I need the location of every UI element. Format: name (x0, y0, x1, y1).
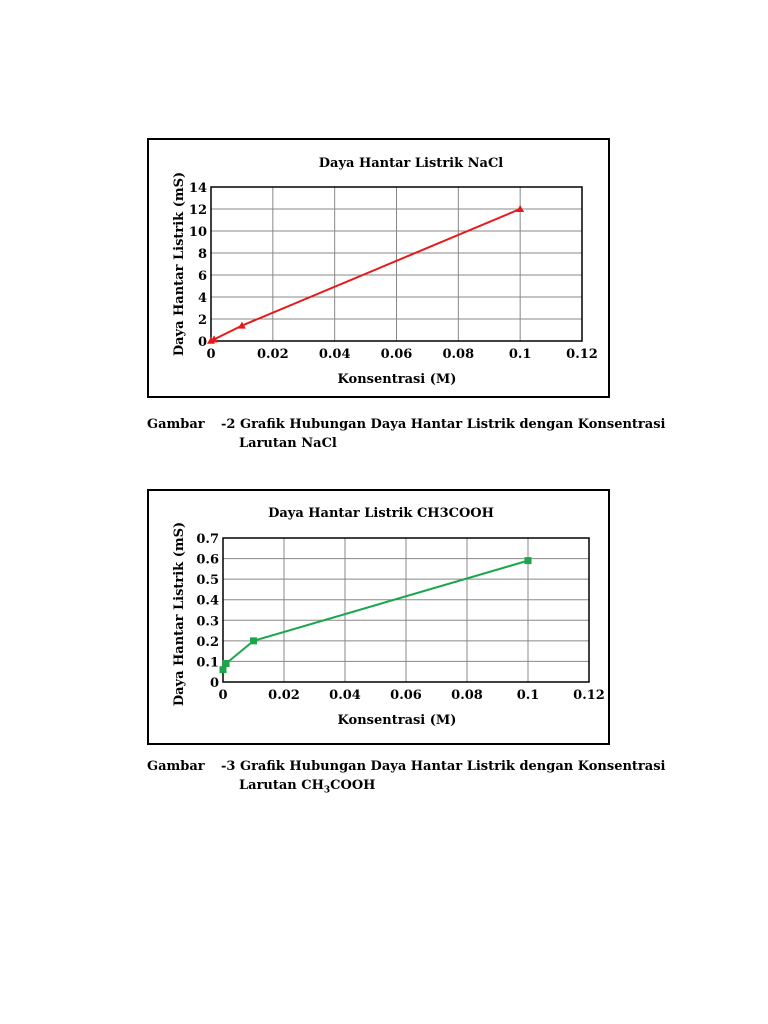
data-point (219, 666, 227, 674)
chart-title: Daya Hantar Listrik CH3COOH (268, 506, 494, 521)
x-tick-label: 0 (218, 688, 227, 703)
y-tick-label: 2 (198, 313, 207, 328)
y-tick-label: 4 (198, 291, 207, 306)
x-tick-label: 0.12 (566, 347, 598, 362)
y-axis-label: Daya Hantar Listrik (mS) (172, 172, 187, 356)
chart-title: Daya Hantar Listrik NaCl (319, 156, 504, 171)
ch3cooh-chart: Daya Hantar Listrik CH3COOH Konsentrasi … (172, 506, 605, 728)
x-tick-label: 0 (206, 347, 215, 362)
caption-text-line2: Larutan NaCl (239, 436, 337, 451)
ch3cooh-chart-frame: Daya Hantar Listrik CH3COOH Konsentrasi … (147, 489, 610, 745)
x-tick-label: 0.04 (319, 347, 351, 362)
y-tick-label: 0 (210, 676, 219, 691)
figure-caption-2: Gambar -2 Grafik Hubungan Daya Hantar Lis… (147, 415, 665, 453)
figure-caption-3: Gambar -3 Grafik Hubungan Daya Hantar Lis… (147, 757, 665, 801)
y-tick-label: 10 (189, 225, 207, 240)
plot-border (222, 537, 590, 683)
y-tick-label: 0 (198, 335, 207, 350)
y-tick-label: 12 (189, 203, 207, 218)
y-tick-label: 14 (189, 181, 207, 196)
x-tick-label: 0.02 (257, 347, 289, 362)
plot-area: 0 2 4 6 8 10 12 14 0 0.02 0.04 0.06 0.08 0.1 0.12 (189, 181, 598, 362)
x-tick-label: 0.02 (268, 688, 300, 703)
y-tick-label: 8 (198, 247, 207, 262)
y-tick-label: 0.4 (196, 594, 219, 609)
y-tick-label: 6 (198, 269, 207, 284)
subscript: 3 (323, 785, 331, 796)
y-axis-label: Daya Hantar Listrik (mS) (172, 522, 187, 706)
nacl-chart: Daya Hantar Listrik NaCl Konsentrasi (M)… (172, 156, 598, 387)
caption-text: Grafik Hubungan Daya Hantar Listrik deng… (239, 417, 666, 432)
nacl-chart-frame: Daya Hantar Listrik NaCl Konsentrasi (M)… (147, 138, 610, 398)
x-tick-label: 0.06 (390, 688, 422, 703)
y-tick-label: 0.1 (196, 655, 219, 670)
caption-text-line2-end: COOH (330, 778, 376, 793)
y-tick-label: 0.2 (196, 635, 219, 650)
x-tick-label: 0.08 (442, 347, 474, 362)
x-axis-label: Konsentrasi (M) (338, 372, 457, 387)
x-tick-label: 0.08 (451, 688, 483, 703)
y-tick-label: 0.6 (196, 553, 219, 568)
caption-number: -2 (221, 417, 236, 432)
caption-text-line2: Larutan CH (239, 778, 324, 793)
data-point (524, 557, 532, 565)
caption-label: Gambar (147, 759, 205, 774)
data-point (210, 335, 219, 343)
x-tick-label: 0.1 (517, 688, 540, 703)
plot-area: 0 0.1 0.2 0.3 0.4 0.5 0.6 0.7 0 0.02 0.04 0.06 0.08 0… (196, 532, 604, 703)
x-tick-label: 0.1 (509, 347, 532, 362)
series-line (222, 559, 529, 671)
data-point (222, 659, 230, 667)
data-point (250, 637, 257, 645)
x-axis-label: Konsentrasi (M) (338, 713, 457, 728)
caption-label: Gambar (147, 417, 205, 432)
x-tick-label: 0.12 (573, 688, 605, 703)
y-tick-label: 0.5 (196, 573, 219, 588)
caption-text: Grafik Hubungan Daya Hantar Listrik deng… (239, 759, 666, 774)
y-tick-label: 0.3 (196, 614, 219, 629)
plot-border (210, 186, 583, 342)
x-tick-label: 0.06 (381, 347, 413, 362)
data-point (237, 321, 246, 329)
y-tick-label: 0.7 (196, 532, 219, 547)
data-point (516, 205, 525, 212)
caption-number: -3 (221, 759, 236, 774)
x-tick-label: 0.04 (329, 688, 361, 703)
